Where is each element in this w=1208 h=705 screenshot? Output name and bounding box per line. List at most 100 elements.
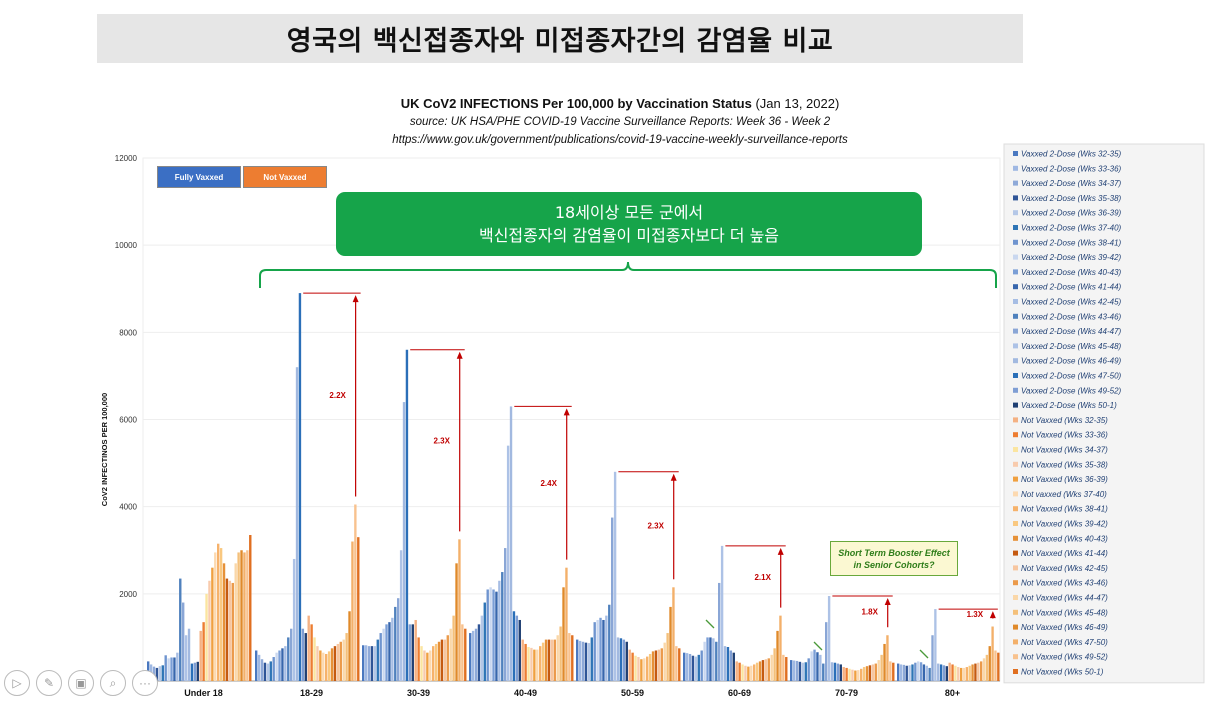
legend-entry: Vaxxed 2-Dose (Wks 32-35): [1021, 150, 1122, 159]
bar-unvaxxed: [773, 648, 776, 681]
bar-vaxxed: [706, 637, 709, 681]
bar-vaxxed: [922, 664, 926, 681]
bar-unvaxxed: [426, 652, 429, 681]
bar-unvaxxed: [539, 646, 542, 681]
bar-unvaxxed: [770, 654, 773, 681]
bar-vaxxed: [718, 582, 721, 681]
bar-vaxxed: [697, 654, 700, 681]
bar-unvaxxed: [231, 582, 234, 681]
bar-unvaxxed: [246, 550, 249, 681]
bar-unvaxxed: [348, 611, 351, 681]
bar-vaxxed: [813, 649, 816, 681]
legend-entry: Not Vaxxed (Wks 42-45): [1021, 564, 1108, 573]
bar-vaxxed: [405, 349, 409, 681]
legend-entry: Not Vaxxed (Wks 46-49): [1021, 623, 1108, 632]
bar-unvaxxed: [533, 649, 536, 681]
legend-swatch: [1013, 535, 1018, 541]
slides-icon[interactable]: ▣: [68, 670, 94, 696]
bar-unvaxxed: [962, 667, 966, 681]
bar-unvaxxed: [202, 622, 205, 681]
bar-unvaxxed: [979, 661, 983, 681]
bar-unvaxxed: [556, 635, 559, 681]
legend-swatch: [1013, 358, 1018, 364]
bar-vaxxed: [942, 665, 946, 681]
bar-unvaxxed: [755, 662, 759, 681]
legend-entry: Vaxxed 2-Dose (Wks 39-42): [1021, 253, 1122, 262]
legend-swatch: [1013, 506, 1018, 512]
bar-vaxxed: [917, 661, 920, 681]
bar-unvaxxed: [437, 641, 441, 681]
page-title-bar: 영국의 백신접종자와 미접종자간의 감염율 비교: [97, 14, 1023, 63]
bar-unvaxxed: [634, 655, 637, 681]
bar-unvaxxed: [889, 661, 892, 681]
slide-toolbar: ▷ ✎ ▣ ⌕ ···: [4, 670, 158, 696]
legend-swatch: [1013, 343, 1018, 349]
bar-vaxxed: [304, 633, 307, 681]
y-axis-label: CoV2 INFECTINOS PER 100,000: [100, 393, 109, 506]
bar-vaxxed: [489, 587, 492, 681]
bar-unvaxxed: [322, 652, 325, 681]
bar-unvaxxed: [225, 578, 229, 681]
bar-vaxxed: [911, 664, 914, 681]
legend-not-vaxxed: Not Vaxxed: [243, 166, 327, 188]
bar-unvaxxed: [845, 667, 848, 681]
bar-unvaxxed: [423, 650, 426, 681]
more-icon[interactable]: ···: [132, 670, 158, 696]
bar-vaxxed: [161, 665, 164, 681]
bar-unvaxxed: [342, 639, 345, 681]
bar-unvaxxed: [339, 641, 342, 681]
bar-unvaxxed: [880, 654, 883, 681]
bar-vaxxed: [804, 662, 807, 681]
x-tick-label: Under 18: [184, 688, 223, 698]
bar-vaxxed: [839, 664, 842, 681]
callout-banner: 18세이상 모든 군에서 백신접종자의 감염율이 미접종자보다 더 높음: [336, 192, 922, 256]
play-icon[interactable]: ▷: [4, 670, 30, 696]
bar-vaxxed: [281, 648, 284, 681]
bar-unvaxxed: [461, 624, 464, 681]
legend-entry: Not Vaxxed (Wks 45-48): [1021, 608, 1108, 617]
bar-vaxxed: [616, 637, 620, 681]
x-tick-label: 80+: [945, 688, 960, 698]
bar-unvaxxed: [243, 552, 246, 681]
bar-vaxxed: [919, 662, 923, 681]
bar-vaxxed: [379, 633, 382, 681]
y-tick-label: 4000: [119, 503, 137, 512]
ratio-label: 2.3X: [647, 522, 664, 531]
bar-unvaxxed: [325, 653, 328, 681]
bar-vaxxed: [179, 578, 182, 681]
legend-entry: Vaxxed 2-Dose (Wks 49-52): [1021, 386, 1122, 395]
bar-vaxxed: [193, 662, 197, 681]
bar-vaxxed: [196, 661, 199, 681]
pen-icon[interactable]: ✎: [36, 670, 62, 696]
bar-vaxxed: [170, 657, 173, 681]
bar-unvaxxed: [669, 606, 672, 681]
legend-swatch: [1013, 476, 1018, 482]
bar-vaxxed: [187, 628, 191, 681]
bar-unvaxxed: [330, 648, 334, 681]
bar-vaxxed: [599, 617, 602, 681]
legend-entry: Not Vaxxed (Wks 36-39): [1021, 475, 1108, 484]
zoom-icon[interactable]: ⌕: [100, 670, 126, 696]
bar-unvaxxed: [985, 654, 989, 681]
bar-unvaxxed: [675, 646, 678, 681]
bar-vaxxed: [590, 637, 593, 681]
bar-vaxxed: [688, 653, 692, 681]
bar-vaxxed: [709, 637, 712, 681]
legend-swatch: [1013, 225, 1018, 230]
bar-vaxxed: [897, 663, 900, 681]
legend-entry: Not Vaxxed (Wks 40-43): [1021, 534, 1108, 543]
bar-vaxxed: [385, 624, 388, 681]
legend-entry: Not Vaxxed (Wks 43-46): [1021, 579, 1108, 588]
legend-entry: Vaxxed 2-Dose (Wks 42-45): [1021, 298, 1122, 307]
bar-unvaxxed: [968, 665, 971, 681]
bar-vaxxed: [501, 572, 504, 681]
bar-vaxxed: [608, 604, 611, 681]
chart-source: source: UK HSA/PHE COVID-19 Vaccine Surv…: [409, 116, 831, 128]
bar-unvaxxed: [738, 662, 741, 681]
legend-panel: [1003, 143, 1205, 684]
bar-unvaxxed: [458, 539, 461, 681]
chart-title-date: (Jan 13, 2022): [755, 96, 840, 111]
bar-unvaxxed: [657, 649, 661, 681]
booster-arrow: [919, 649, 929, 659]
bar-unvaxxed: [211, 567, 214, 681]
